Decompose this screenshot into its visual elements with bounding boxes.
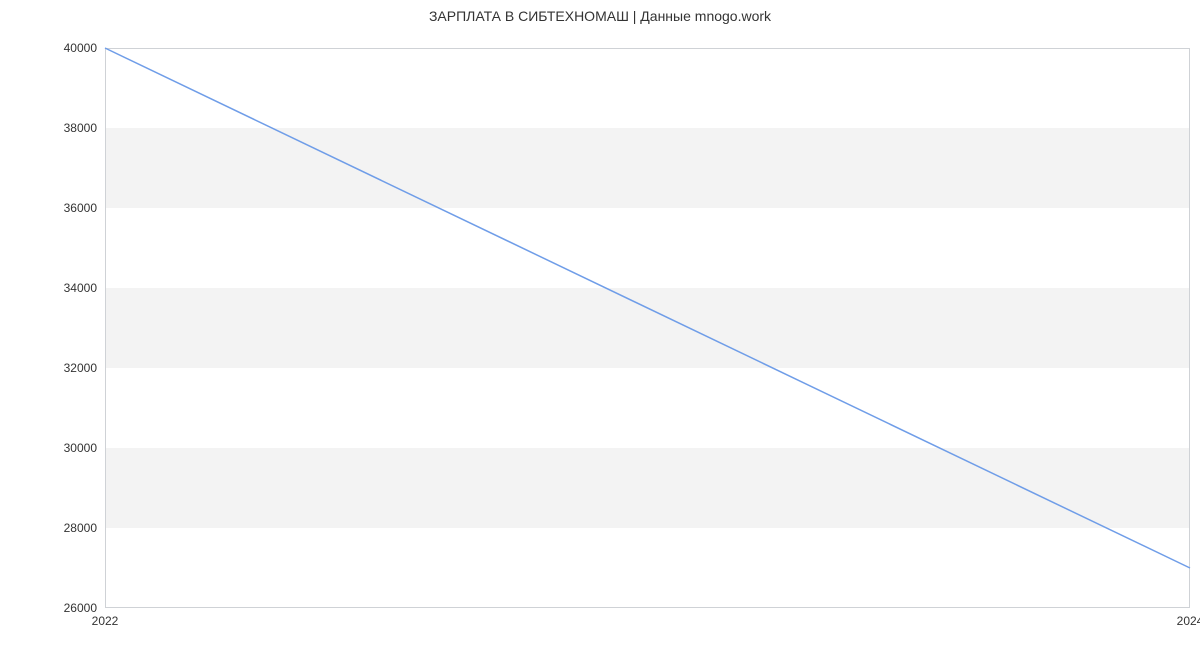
- salary-line-chart: ЗАРПЛАТА В СИБТЕХНОМАШ | Данные mnogo.wo…: [0, 0, 1200, 650]
- y-tick-label: 36000: [64, 201, 97, 215]
- y-tick-label: 30000: [64, 441, 97, 455]
- y-tick-label: 34000: [64, 281, 97, 295]
- y-tick-label: 40000: [64, 41, 97, 55]
- chart-title: ЗАРПЛАТА В СИБТЕХНОМАШ | Данные mnogo.wo…: [0, 8, 1200, 24]
- series-salary: [105, 48, 1190, 568]
- y-tick-label: 38000: [64, 121, 97, 135]
- x-tick-label: 2024: [1177, 614, 1200, 628]
- line-layer: [105, 48, 1190, 608]
- plot-area: 2600028000300003200034000360003800040000…: [105, 48, 1190, 608]
- y-tick-label: 26000: [64, 601, 97, 615]
- y-tick-label: 28000: [64, 521, 97, 535]
- y-tick-label: 32000: [64, 361, 97, 375]
- x-tick-label: 2022: [92, 614, 119, 628]
